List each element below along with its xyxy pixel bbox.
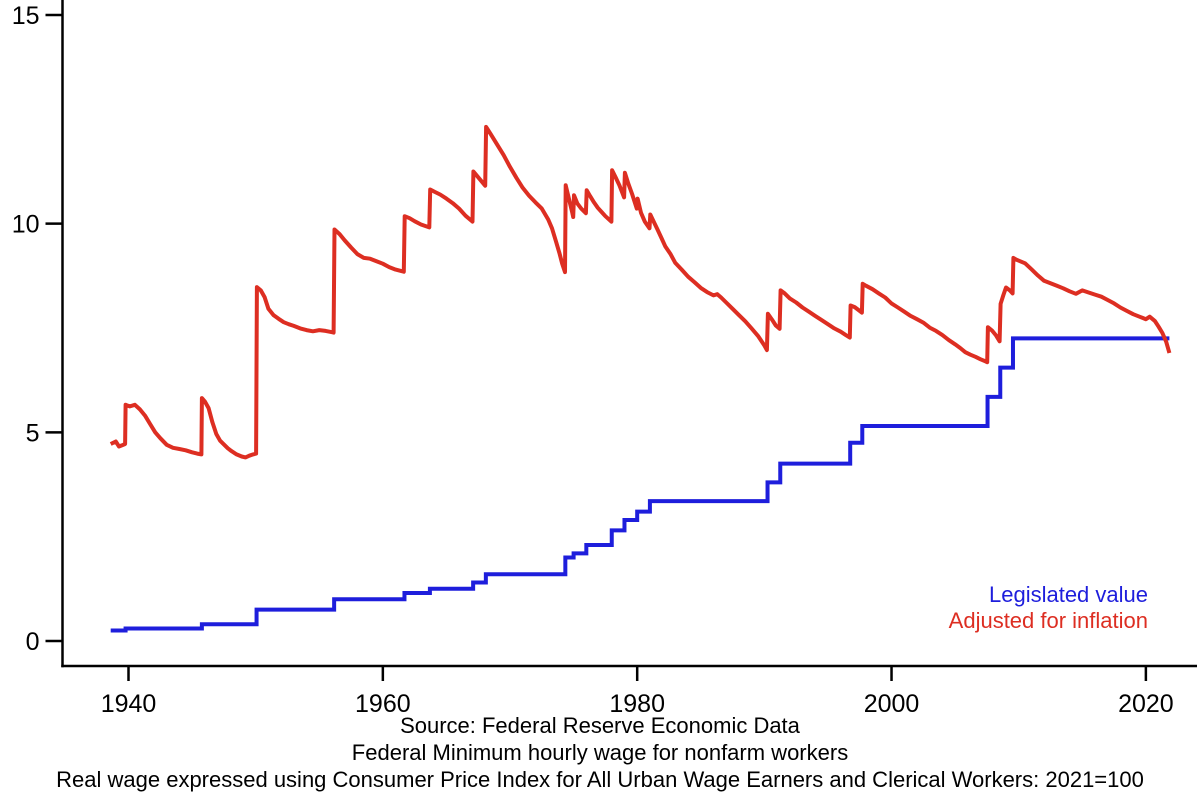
adjusted-for-inflation-line	[109, 124, 1172, 460]
y-axis-tick-label: 10	[12, 211, 40, 239]
chart-captions: Source: Federal Reserve Economic Data Fe…	[0, 712, 1200, 793]
y-axis-tick-label: 0	[26, 628, 40, 656]
caption-source-line: Source: Federal Reserve Economic Data	[400, 713, 800, 738]
x-axis-tick-label: 1940	[101, 690, 157, 718]
legislated-value-line	[110, 336, 1170, 633]
chart-legend: Legislated value Adjusted for inflation	[949, 582, 1148, 634]
legend-item-legislated-value: Legislated value	[988, 582, 1148, 607]
x-axis-tick-label: 2000	[864, 690, 920, 718]
y-axis-tick-label: 5	[26, 419, 40, 447]
x-axis-tick-label: 1980	[609, 690, 665, 718]
x-axis-tick-label: 2020	[1118, 690, 1174, 718]
caption-deflator-note-line: Real wage expressed using Consumer Price…	[56, 767, 1144, 792]
legend-item-adjusted-for-inflation: Adjusted for inflation	[948, 608, 1148, 633]
x-axis-tick-label: 1960	[355, 690, 411, 718]
y-axis-tick-label: 15	[12, 2, 40, 30]
caption-series-description-line: Federal Minimum hourly wage for nonfarm …	[351, 740, 849, 765]
